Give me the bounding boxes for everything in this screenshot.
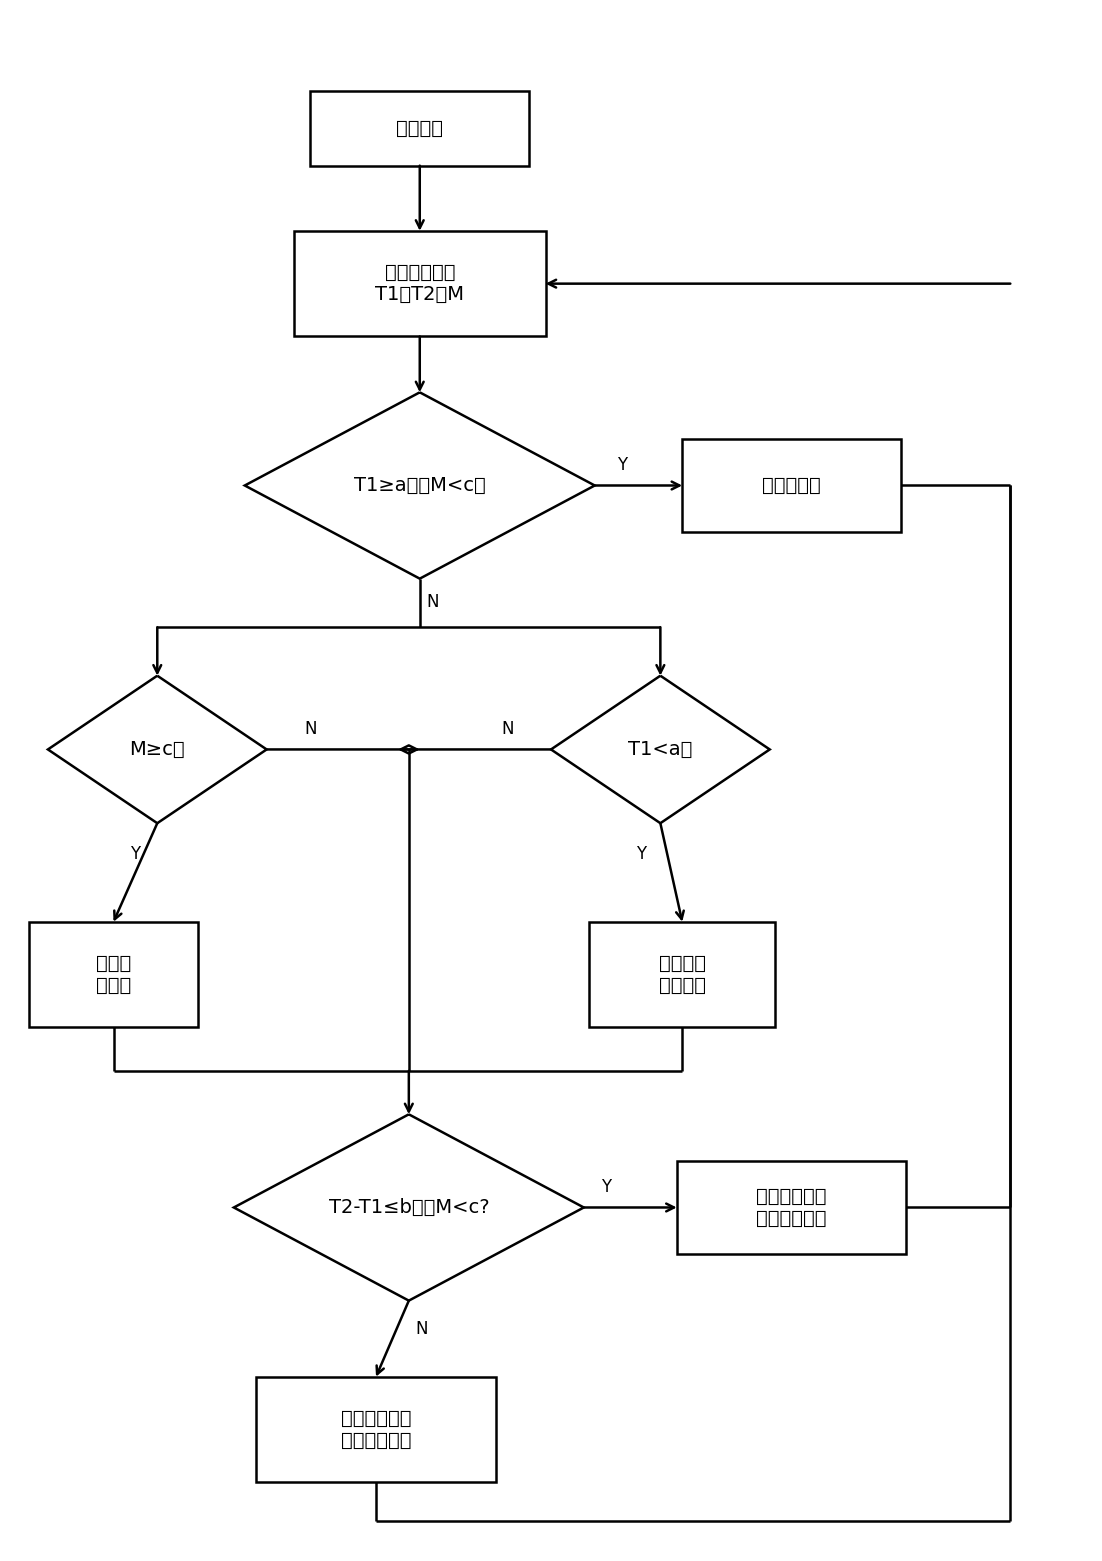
Text: Y: Y (601, 1179, 611, 1196)
Text: 开启电
动风门: 开启电 动风门 (96, 954, 131, 994)
Text: N: N (501, 720, 514, 738)
Text: T1≥a，且M<c？: T1≥a，且M<c？ (354, 476, 486, 495)
Text: 开启辅助
加热装置: 开启辅助 加热装置 (659, 954, 705, 994)
Text: 分别采集数据
T1、T2、M: 分别采集数据 T1、T2、M (376, 264, 464, 304)
Bar (677, 1161, 907, 1253)
Bar (256, 1377, 496, 1483)
Text: 干燥开始: 干燥开始 (397, 119, 443, 137)
Bar (682, 439, 901, 532)
Text: T1<a？: T1<a？ (628, 740, 692, 759)
Bar (590, 923, 775, 1027)
Bar (294, 231, 545, 337)
Text: Y: Y (636, 845, 646, 863)
Text: Y: Y (617, 456, 627, 475)
Bar (29, 923, 198, 1027)
Text: M≥c？: M≥c？ (129, 740, 185, 759)
Text: Y: Y (130, 845, 140, 863)
Text: N: N (426, 593, 439, 610)
Text: 关闭太阳能设
备的循环风机: 关闭太阳能设 备的循环风机 (756, 1186, 826, 1229)
Bar (311, 91, 529, 165)
Text: N: N (304, 720, 316, 738)
Text: 关闭各设备: 关闭各设备 (763, 476, 821, 495)
Text: N: N (415, 1319, 429, 1338)
Text: T2-T1≤b，且M<c?: T2-T1≤b，且M<c? (328, 1197, 489, 1218)
Text: 开启太阳能设
备的循环风机: 开启太阳能设 备的循环风机 (341, 1410, 411, 1450)
